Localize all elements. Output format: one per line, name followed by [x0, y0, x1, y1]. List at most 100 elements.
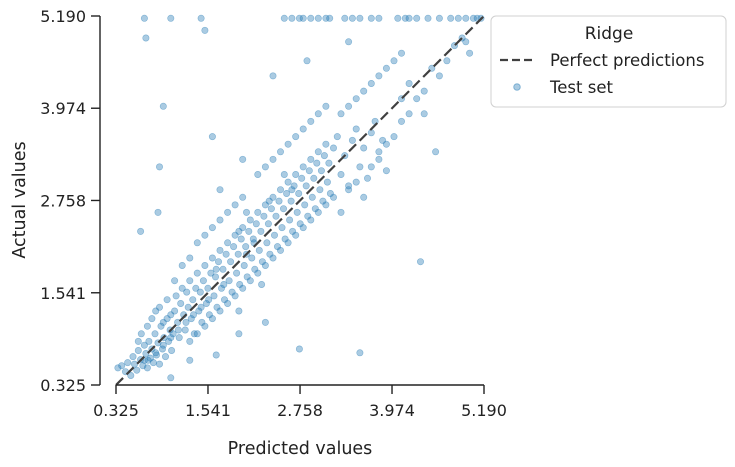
scatter-point [204, 284, 212, 292]
scatter-point [243, 208, 251, 216]
scatter-point [213, 303, 221, 311]
scatter-point [193, 269, 201, 277]
scatter-point [178, 284, 186, 292]
perfect-prediction-line [115, 15, 485, 386]
scatter-point [299, 224, 307, 232]
scatter-point [248, 254, 256, 262]
scatter-point [139, 362, 147, 370]
scatter-point [142, 34, 150, 42]
scatter-point [360, 193, 368, 201]
scatter-point [263, 239, 271, 247]
scatter-point [240, 261, 248, 269]
scatter-point [118, 362, 126, 370]
scatter-point [245, 227, 253, 235]
scatter-point [281, 235, 289, 243]
scatter-point [272, 212, 280, 220]
legend-title: Ridge [585, 24, 634, 44]
scatter-point [174, 326, 182, 334]
scatter-point [299, 14, 307, 22]
scatter-point [329, 193, 337, 201]
scatter-point [190, 330, 198, 338]
scatter-point [208, 315, 216, 323]
scatter-point [269, 193, 277, 201]
scatter-point [288, 14, 296, 22]
scatter-point [424, 14, 432, 22]
legend-entry-perfect-predictions: Perfect predictions [550, 51, 704, 70]
scatter-point [279, 205, 287, 213]
scatter-point [401, 14, 409, 22]
scatter-point [287, 197, 295, 205]
scatter-point [163, 315, 171, 323]
scatter-point [165, 337, 173, 345]
scatter-point [199, 277, 207, 285]
scatter-point [239, 224, 247, 232]
scatter-point [197, 303, 205, 311]
scatter-point [218, 284, 226, 292]
scatter-point [348, 14, 356, 22]
scatter-point [162, 353, 170, 361]
scatter-point [311, 205, 319, 213]
scatter-point [337, 208, 345, 216]
scatter-point [239, 284, 247, 292]
scatter-point [186, 277, 194, 285]
scatter-point [231, 292, 239, 300]
scatter-point [186, 254, 194, 262]
scatter-point [273, 243, 281, 251]
scatter-point [205, 311, 213, 319]
scatter-point [289, 227, 297, 235]
y-ticks: 0.325 1.541 2.758 3.974 5.190 [40, 7, 100, 395]
scatter-point [144, 356, 152, 364]
scatter-point [307, 14, 315, 22]
y-tick-label: 2.758 [40, 191, 86, 210]
scatter-point [224, 239, 232, 247]
scatter-point [189, 296, 197, 304]
legend-entry-test-set: Test set [549, 78, 613, 97]
scatter-point [329, 144, 337, 152]
scatter-point [360, 144, 368, 152]
scatter-point [195, 307, 203, 315]
scatter-point [443, 57, 451, 65]
scatter-point [326, 190, 334, 198]
scatter-point [462, 14, 470, 22]
scatter-point [251, 265, 259, 273]
scatter-point [278, 224, 286, 232]
scatter-point [221, 296, 229, 304]
scatter-point [367, 14, 375, 22]
scatter-point [129, 353, 137, 361]
scatter-point [225, 277, 233, 285]
scatter-point [283, 190, 291, 198]
scatter-point [266, 250, 274, 258]
scatter-point [212, 265, 220, 273]
scatter-point [313, 159, 321, 167]
scatter-point [134, 346, 142, 354]
legend-marker-swatch [513, 83, 521, 91]
scatter-point [292, 231, 300, 239]
y-axis-label: Actual values [10, 141, 30, 258]
scatter-point [157, 322, 165, 330]
scatter-point [167, 374, 175, 382]
scatter-point [152, 349, 160, 357]
scatter-point [405, 14, 413, 22]
scatter-point [131, 360, 139, 368]
scatter-point [153, 351, 161, 359]
scatter-point [394, 14, 402, 22]
scatter-point [375, 148, 383, 156]
scatter-point [276, 186, 284, 194]
y-tick-label: 3.974 [40, 99, 86, 118]
scatter-point [159, 102, 167, 110]
scatter-point [348, 136, 356, 144]
scatter-point [137, 330, 145, 338]
scatter-point [212, 351, 220, 359]
x-axis-label: Predicted values [228, 439, 373, 459]
scatter-point [227, 258, 235, 266]
scatter-point [172, 292, 180, 300]
scatter-point [325, 159, 333, 167]
scatter-point [246, 216, 254, 224]
scatter-point [397, 49, 405, 57]
scatter-point [302, 182, 310, 190]
scatter-point [307, 155, 315, 163]
x-tick-label: 2.758 [277, 401, 323, 420]
scatter-point [167, 311, 175, 319]
scatter-point [284, 140, 292, 148]
